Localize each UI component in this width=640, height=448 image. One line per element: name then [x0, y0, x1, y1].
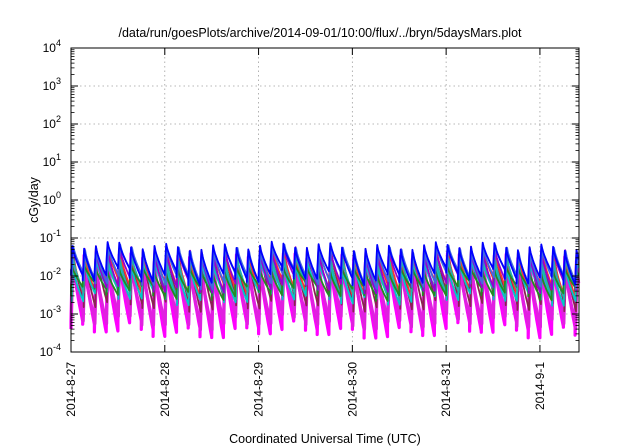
y-tick-label: 10-2: [40, 266, 61, 283]
chart-title: /data/run/goesPlots/archive/2014-09-01/1…: [118, 26, 522, 40]
x-tick-label: 2014-8-30: [345, 362, 359, 417]
axis-ticks: [70, 47, 579, 353]
y-axis-label: cGy/day: [27, 176, 41, 223]
x-axis-label: Coordinated Universal Time (UTC): [229, 432, 421, 446]
y-tick-label: 10-4: [40, 342, 61, 359]
y-tick-label: 103: [43, 76, 61, 93]
x-tick-label: 2014-8-28: [158, 362, 172, 417]
y-tick-label: 100: [43, 190, 61, 207]
tick-labels: 10-4 10-3 10-2 10-1 100 101 102 103 104 2014-8-27…: [40, 38, 547, 417]
y-tick-label: 10-3: [40, 304, 61, 321]
y-tick-label: 104: [43, 38, 61, 55]
x-tick-label: 2014-8-29: [252, 362, 266, 417]
y-tick-label: 10-1: [40, 228, 61, 245]
x-tick-label: 2014-8-31: [439, 362, 453, 417]
series-line-10: [70, 240, 580, 287]
plot-series: [69, 240, 581, 340]
series-line-9: [71, 243, 580, 291]
y-tick-label: 102: [43, 114, 61, 131]
y-tick-label: 101: [43, 152, 61, 169]
x-tick-label: 2014-8-27: [64, 362, 78, 417]
x-tick-label: 2014-9-1: [533, 362, 547, 410]
